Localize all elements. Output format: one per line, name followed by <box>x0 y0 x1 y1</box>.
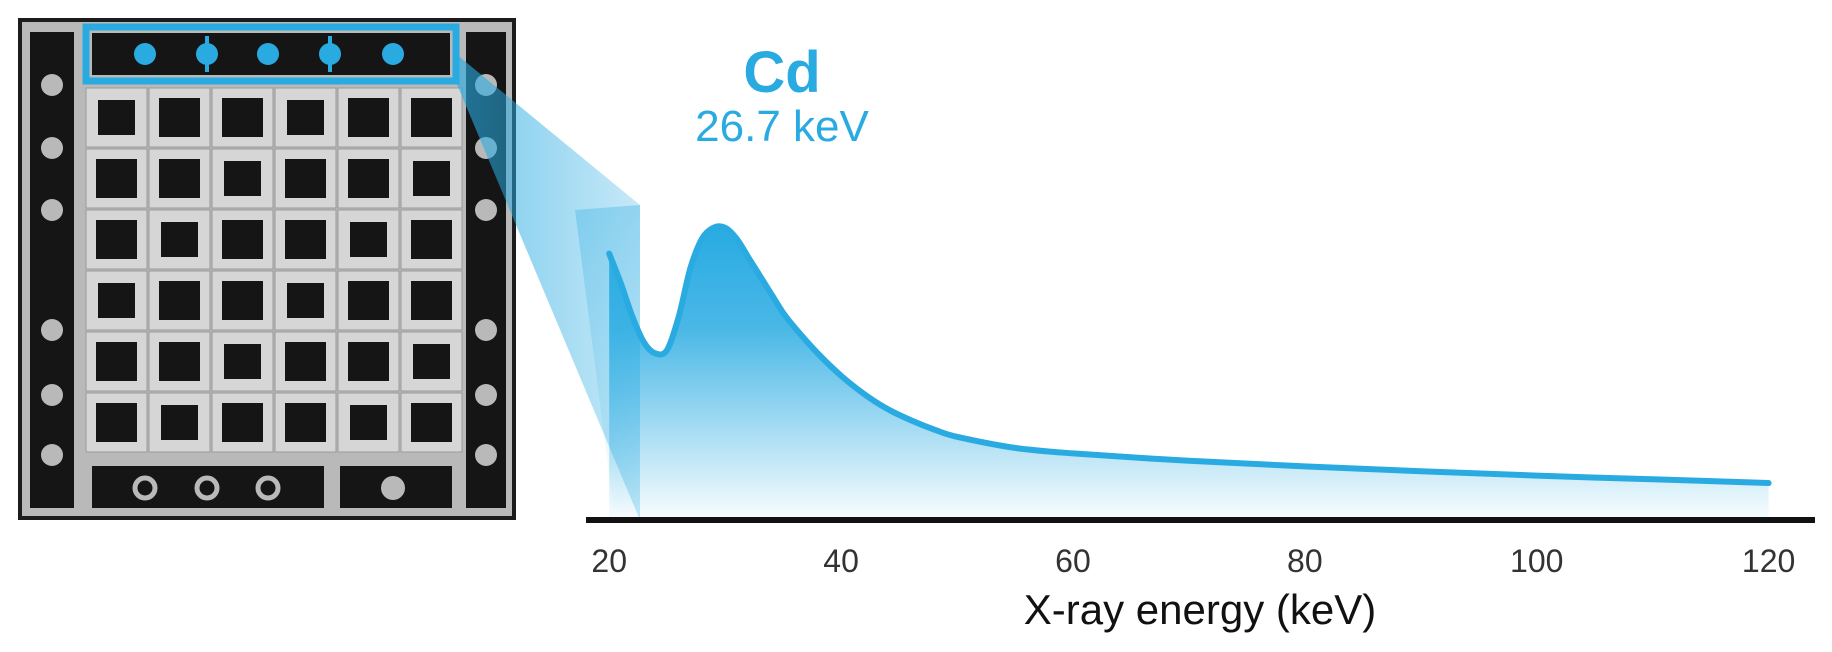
sample-dot <box>475 384 497 406</box>
sample-cell-hole <box>161 405 198 440</box>
sample-cell-hole <box>411 281 452 320</box>
peak-element-label: Cd <box>743 40 820 105</box>
sample-dot <box>41 137 63 159</box>
sample-dot-stem <box>205 36 209 72</box>
sample-grid <box>22 22 512 516</box>
sample-cell-hole <box>411 403 452 442</box>
sample-cell-hole <box>222 403 263 442</box>
sample-dot <box>475 199 497 221</box>
sample-cell-hole <box>224 344 261 379</box>
sample-dot-ring <box>197 478 217 498</box>
sample-cell-hole <box>224 161 261 196</box>
x-tick-label: 40 <box>823 543 859 579</box>
sample-cell-hole <box>413 161 450 196</box>
sample-dot-highlight <box>134 43 156 65</box>
sample-cell-hole <box>348 281 389 320</box>
sample-dot-highlight <box>257 43 279 65</box>
sample-dot-stem <box>328 36 332 72</box>
sample-cell-hole <box>159 98 200 137</box>
sample-dot <box>475 444 497 466</box>
sample-dot-ring <box>135 478 155 498</box>
sample-cell-hole <box>348 342 389 381</box>
spectrum-area <box>609 226 1768 517</box>
sample-cell-hole <box>285 220 326 259</box>
sample-dot <box>41 74 63 96</box>
sample-cell-hole <box>350 222 387 257</box>
sample-cell-hole <box>96 220 137 259</box>
peak-energy-label: 26.7 keV <box>695 102 869 151</box>
sample-cell-hole <box>287 100 324 135</box>
sample-cell-hole <box>411 98 452 137</box>
sample-dot-highlight <box>382 43 404 65</box>
sample-cell-hole <box>285 159 326 198</box>
sample-cell-hole <box>287 283 324 318</box>
sample-dot-ring <box>258 478 278 498</box>
sample-cell-hole <box>411 220 452 259</box>
sample-cell-hole <box>159 342 200 381</box>
figure: Cd 26.7 keV 20 40 60 80 100 120 X-ray energy … <box>0 0 1832 652</box>
sample-cell-hole <box>98 283 135 318</box>
sample-cell-hole <box>96 342 137 381</box>
sample-cell-hole <box>348 98 389 137</box>
sample-cell-hole <box>222 220 263 259</box>
sample-radiograph <box>18 18 516 520</box>
sample-dot <box>41 384 63 406</box>
sample-dot <box>41 444 63 466</box>
x-tick-label: 100 <box>1510 543 1563 579</box>
sample-cell-hole <box>222 98 263 137</box>
sample-cell-hole <box>98 100 135 135</box>
x-tick-labels: 20 40 60 80 100 120 <box>591 543 1795 579</box>
sample-dot <box>41 319 63 341</box>
sample-cell-hole <box>159 159 200 198</box>
sample-cell-hole <box>350 405 387 440</box>
sample-cell-hole <box>96 403 137 442</box>
sample-cell-hole <box>96 159 137 198</box>
sample-cell-hole <box>285 342 326 381</box>
sample-dot <box>41 199 63 221</box>
sample-cell-hole <box>285 403 326 442</box>
sample-cell-hole <box>348 159 389 198</box>
sample-cell-hole <box>159 281 200 320</box>
sample-strip-left <box>30 32 74 508</box>
sample-cell-hole <box>161 222 198 257</box>
x-tick-label: 80 <box>1287 543 1323 579</box>
x-tick-label: 20 <box>591 543 627 579</box>
x-axis-title: X-ray energy (keV) <box>1024 586 1376 633</box>
sample-cell-hole <box>413 344 450 379</box>
x-tick-label: 60 <box>1055 543 1091 579</box>
sample-dot <box>381 476 405 500</box>
sample-cell-hole <box>222 281 263 320</box>
x-tick-label: 120 <box>1742 543 1795 579</box>
sample-dot <box>475 319 497 341</box>
